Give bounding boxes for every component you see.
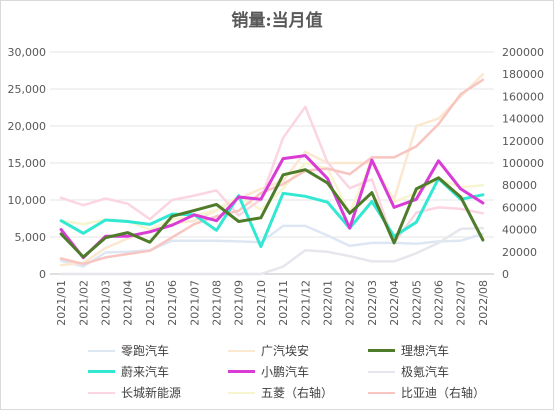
series-line [59, 177, 485, 249]
series-line [59, 226, 485, 276]
y-right-tick-label: 100000 [502, 157, 544, 170]
x-tick-label: 2022/02 [344, 280, 357, 326]
y-left-tick-label: 0 [39, 268, 46, 281]
legend-item: 理想汽车 [368, 341, 508, 360]
y-left-tick-label: 10,000 [8, 194, 47, 207]
legend-swatch [368, 349, 395, 352]
x-tick-label: 2022/07 [455, 280, 468, 326]
y-right-tick-label: 40000 [502, 224, 537, 237]
y-left-tick-label: 20,000 [8, 120, 47, 133]
series-line [59, 168, 485, 259]
x-tick-label: 2022/05 [410, 280, 423, 326]
x-tick-label: 2021/11 [277, 280, 290, 326]
legend-label: 蔚来汽车 [121, 365, 170, 379]
x-tick-label: 2022/08 [477, 280, 490, 326]
legend-swatch [228, 391, 255, 394]
legend-label: 广汽埃安 [261, 344, 310, 358]
x-tick-label: 2021/02 [77, 280, 90, 326]
legend-item: 五菱（右轴） [228, 383, 368, 402]
y-left-tick-label: 15,000 [8, 157, 47, 170]
legend-label: 小鹏汽车 [261, 365, 310, 379]
x-tick-label: 2021/09 [233, 280, 246, 326]
legend-item: 比亚迪（右轴） [368, 383, 508, 402]
y-right-tick-label: 180000 [502, 68, 544, 81]
series-line [59, 72, 485, 267]
legend-label: 五菱（右轴） [261, 386, 334, 400]
x-tick-label: 2021/01 [55, 280, 68, 326]
x-tick-label: 2021/07 [188, 280, 201, 326]
y-right-tick-label: 60000 [502, 201, 537, 214]
y-left-tick-label: 5,000 [15, 231, 47, 244]
y-right-tick-label: 200000 [502, 46, 544, 59]
chart-legend: 零跑汽车 广汽埃安 理想汽车蔚来汽车 小鹏汽车 极氪汽车长城新能源 五菱（右轴） 比亚迪（右… [88, 341, 508, 402]
y-right-tick-label: 120000 [502, 135, 544, 148]
x-tick-label: 2021/10 [255, 280, 268, 326]
legend-swatch [88, 349, 115, 352]
legend-swatch [368, 391, 395, 394]
series-line [59, 105, 485, 245]
y-right-tick-label: 0 [502, 268, 509, 281]
y-right-tick-label: 80000 [502, 179, 537, 192]
x-tick-label: 2022/06 [433, 280, 446, 326]
legend-label: 极氪汽车 [401, 365, 450, 379]
legend-swatch [88, 370, 115, 373]
series-line [59, 224, 485, 268]
legend-label: 零跑汽车 [121, 344, 170, 358]
legend-swatch [228, 349, 255, 352]
x-tick-label: 2021/12 [299, 280, 312, 326]
legend-item: 极氪汽车 [368, 362, 508, 381]
legend-label: 理想汽车 [401, 344, 450, 358]
y-left-tick-label: 30,000 [8, 46, 47, 59]
y-right-tick-label: 160000 [502, 90, 544, 103]
x-tick-label: 2022/03 [366, 280, 379, 326]
chart-title: 销量:当月值 [231, 11, 323, 31]
legend-item: 蔚来汽车 [88, 362, 228, 381]
legend-swatch [88, 391, 115, 394]
series-line [59, 78, 485, 266]
x-tick-label: 2021/03 [100, 280, 113, 326]
x-tick-label: 2021/05 [144, 280, 157, 326]
x-tick-label: 2022/04 [388, 280, 401, 326]
y-left-tick-label: 25,000 [8, 83, 47, 96]
x-tick-label: 2021/06 [166, 280, 179, 326]
legend-item: 广汽埃安 [228, 341, 368, 360]
legend-label: 长城新能源 [121, 386, 182, 400]
legend-swatch [368, 370, 395, 373]
legend-item: 长城新能源 [88, 383, 228, 402]
y-right-tick-label: 140000 [502, 113, 544, 126]
x-tick-label: 2021/08 [211, 280, 224, 326]
legend-label: 比亚迪（右轴） [401, 386, 486, 400]
legend-item: 小鹏汽车 [228, 362, 368, 381]
x-tick-label: 2021/04 [122, 280, 135, 326]
y-right-tick-label: 20000 [502, 246, 537, 259]
x-tick-label: 2022/01 [322, 280, 335, 326]
legend-swatch [228, 370, 255, 373]
legend-item: 零跑汽车 [88, 341, 228, 360]
